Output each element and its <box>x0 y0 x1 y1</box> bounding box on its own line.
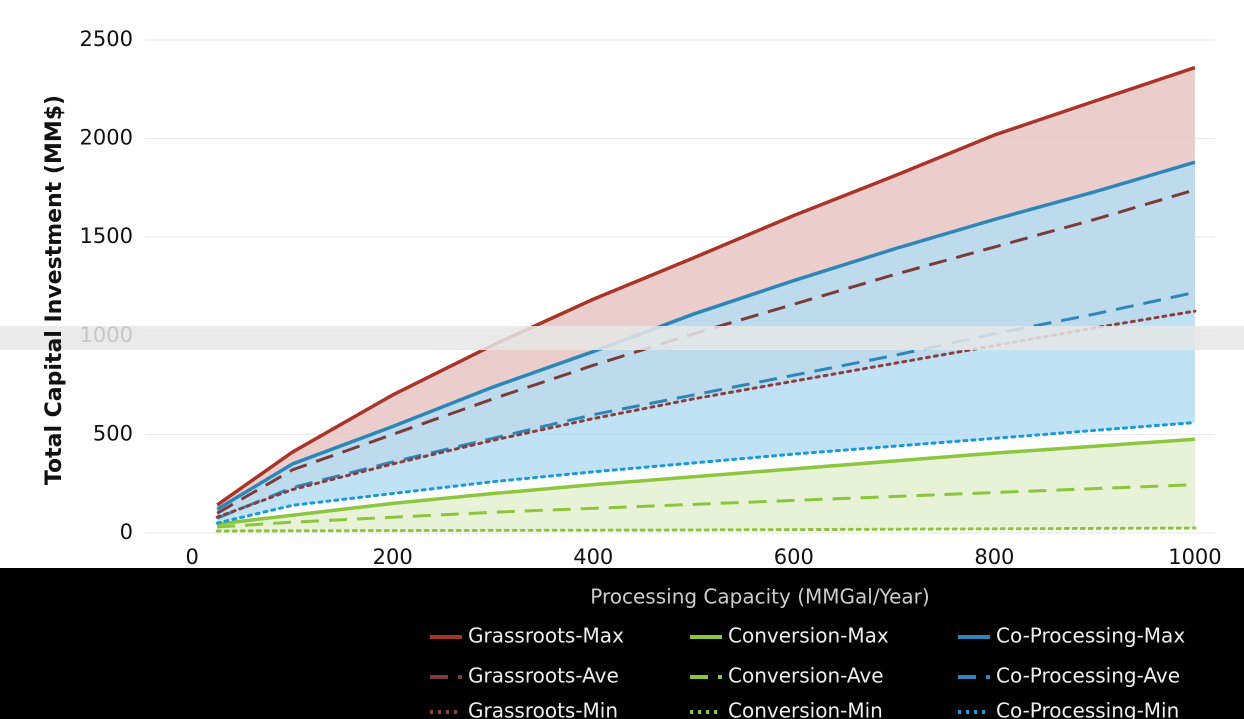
series-line <box>216 65 1196 507</box>
x-tick-label: 600 <box>774 545 814 569</box>
y-tick-label: 0 <box>120 520 133 544</box>
series-line <box>217 483 1195 529</box>
x-tick-label: 0 <box>185 545 198 569</box>
x-tick-label: 400 <box>573 545 613 569</box>
x-tick-label: 1000 <box>1168 545 1221 569</box>
legend-label: Co-Processing-Ave <box>996 664 1180 688</box>
series-line <box>216 290 1196 520</box>
legend-label: Conversion-Min <box>728 699 883 719</box>
x-tick-label: 200 <box>373 545 413 569</box>
y-axis-title: Total Capital Investment (MM$) <box>42 95 67 485</box>
y-tick-label: 500 <box>93 421 133 445</box>
legend-label: Conversion-Ave <box>728 664 884 688</box>
x-tick-label: 800 <box>974 545 1014 569</box>
legend-label: Grassroots-Max <box>468 624 624 648</box>
series-line <box>216 160 1196 511</box>
series-line <box>216 437 1196 526</box>
x-axis-title: Processing Capacity (MMGal/Year) <box>590 585 929 609</box>
series-line <box>215 421 1197 525</box>
y-tick-label: 2500 <box>80 27 133 51</box>
plot-area: 0500100015002000250002004006008001000 <box>80 27 1222 569</box>
legend-label: Co-Processing-Min <box>996 699 1179 719</box>
glitch-band <box>0 326 1244 350</box>
legend-label: Co-Processing-Max <box>996 624 1185 648</box>
legend-label: Conversion-Max <box>728 624 889 648</box>
band <box>217 439 1195 531</box>
legend-panel <box>0 568 1244 719</box>
y-tick-label: 1500 <box>80 224 133 248</box>
y-tick-label: 2000 <box>80 126 133 150</box>
legend-label: Grassroots-Ave <box>468 664 619 688</box>
legend-label: Grassroots-Min <box>468 699 618 719</box>
series-line <box>215 526 1197 533</box>
